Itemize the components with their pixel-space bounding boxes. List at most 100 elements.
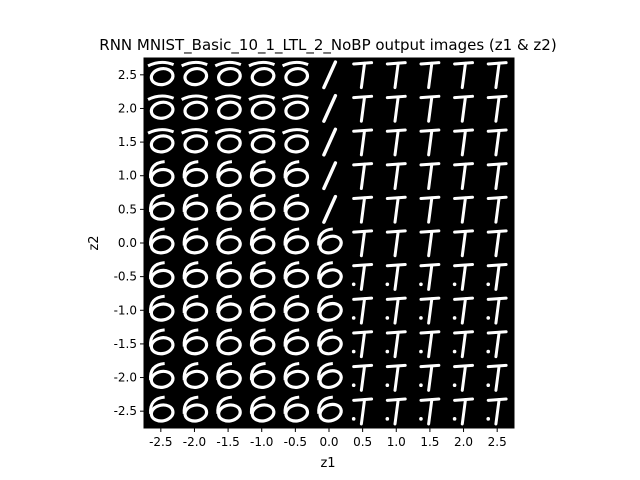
digit-cell [385,162,407,191]
digit-cell [149,395,175,423]
x-tick-label: -2.5 [149,435,172,449]
digit-cell [419,330,441,359]
digit-cell [385,195,407,224]
digit-cell [486,94,508,123]
digit-cell [283,328,310,356]
digit-cell [147,60,175,87]
digit-cell [249,395,276,423]
y-tick-label: -0.5 [114,270,137,284]
y-tick-label: -1.5 [114,337,137,351]
digit-cell [452,330,474,359]
digit-cell [249,294,276,322]
digit-cell [249,193,276,221]
digit-cell [453,94,474,123]
digit-cell [149,361,175,389]
y-tick-label: -2.0 [114,371,137,385]
digit-cell [283,294,310,322]
y-tick-label: -1.0 [114,303,137,317]
digit-cell [419,397,441,426]
digit-cell [419,94,441,123]
digit-cell [248,94,276,120]
y-tick-label: 2.0 [118,101,137,115]
digit-cell [486,363,508,392]
digit-cell [351,397,374,426]
digit-cell [248,128,276,154]
digit-cell [283,361,310,389]
x-tick-label: -1.5 [216,435,239,449]
digit-cell [182,227,209,255]
digit-cell [317,395,343,423]
digit-cell [281,60,310,87]
digit-cell [216,193,242,221]
x-tick-label: 2.0 [454,435,473,449]
digit-cell [322,60,338,90]
digit-cell [486,162,508,191]
digit-cell [453,128,474,157]
digit-cell [181,60,209,87]
digit-cell [322,127,338,157]
x-tick-label: -1.0 [250,435,273,449]
digit-cell [149,261,175,289]
digit-cell [216,328,242,356]
digit-cell [352,162,374,191]
y-tick-label: 0.0 [118,236,137,250]
digit-cell [385,262,407,291]
digit-cell [322,194,338,224]
digit-cell [317,261,343,289]
digit-cell [216,294,242,322]
digit-cell [182,294,209,322]
digit-cell [486,330,508,359]
digit-cell [385,296,407,325]
y-axis-label: z2 [87,235,102,250]
digit-cell [322,161,338,191]
digit-cell [453,229,474,258]
digit-cell [147,94,175,120]
digit-cell [214,128,242,154]
digit-cell [182,193,209,221]
digit-cell [216,361,242,389]
chart-title: RNN MNIST_Basic_10_1_LTL_2_NoBP output i… [99,36,556,55]
digit-cell [486,296,508,325]
digit-cell [419,128,441,157]
y-axis: -2.5 -2.0 -1.5 -1.0 -0.5 0.0 0.5 1.0 1.5 2.0 2.5 [114,68,144,418]
digit-cell [283,261,310,289]
digit-cell [486,128,508,157]
digit-cell [453,162,474,191]
x-tick-label: 1.5 [420,435,439,449]
y-tick-label: -2.5 [114,404,137,418]
digit-cell [182,261,209,289]
digit-cell [249,227,276,255]
digit-cell [182,361,209,389]
digit-cell [283,395,310,423]
digit-cell [182,160,209,188]
digit-cell [322,93,338,123]
digit-cell [419,61,441,90]
digit-cell [352,61,374,90]
digit-cell [419,262,441,291]
digit-cell [249,261,276,289]
x-axis-label: z1 [320,456,335,471]
digit-cell [385,363,407,392]
digit-cell [486,61,508,90]
x-tick-label: -0.5 [284,435,307,449]
digit-cell [182,395,209,423]
digit-cell [214,60,242,87]
y-tick-label: 1.0 [118,169,137,183]
digit-cell [352,195,374,224]
digit-cell [419,162,441,191]
digit-cell [317,361,343,390]
digit-cell [385,397,407,426]
digit-cell [181,128,209,154]
digit-cell [385,94,407,123]
digit-cell [352,128,374,157]
digit-cell [216,160,242,188]
x-tick-label: 2.5 [488,435,507,449]
digit-cell [453,195,474,224]
digit-cell [216,395,242,423]
digit-cell [351,330,374,359]
digit-cell [283,227,310,255]
digit-cell [351,296,374,325]
y-tick-label: 1.5 [118,135,137,149]
digit-cell [351,363,374,392]
digit-cell [385,330,407,359]
